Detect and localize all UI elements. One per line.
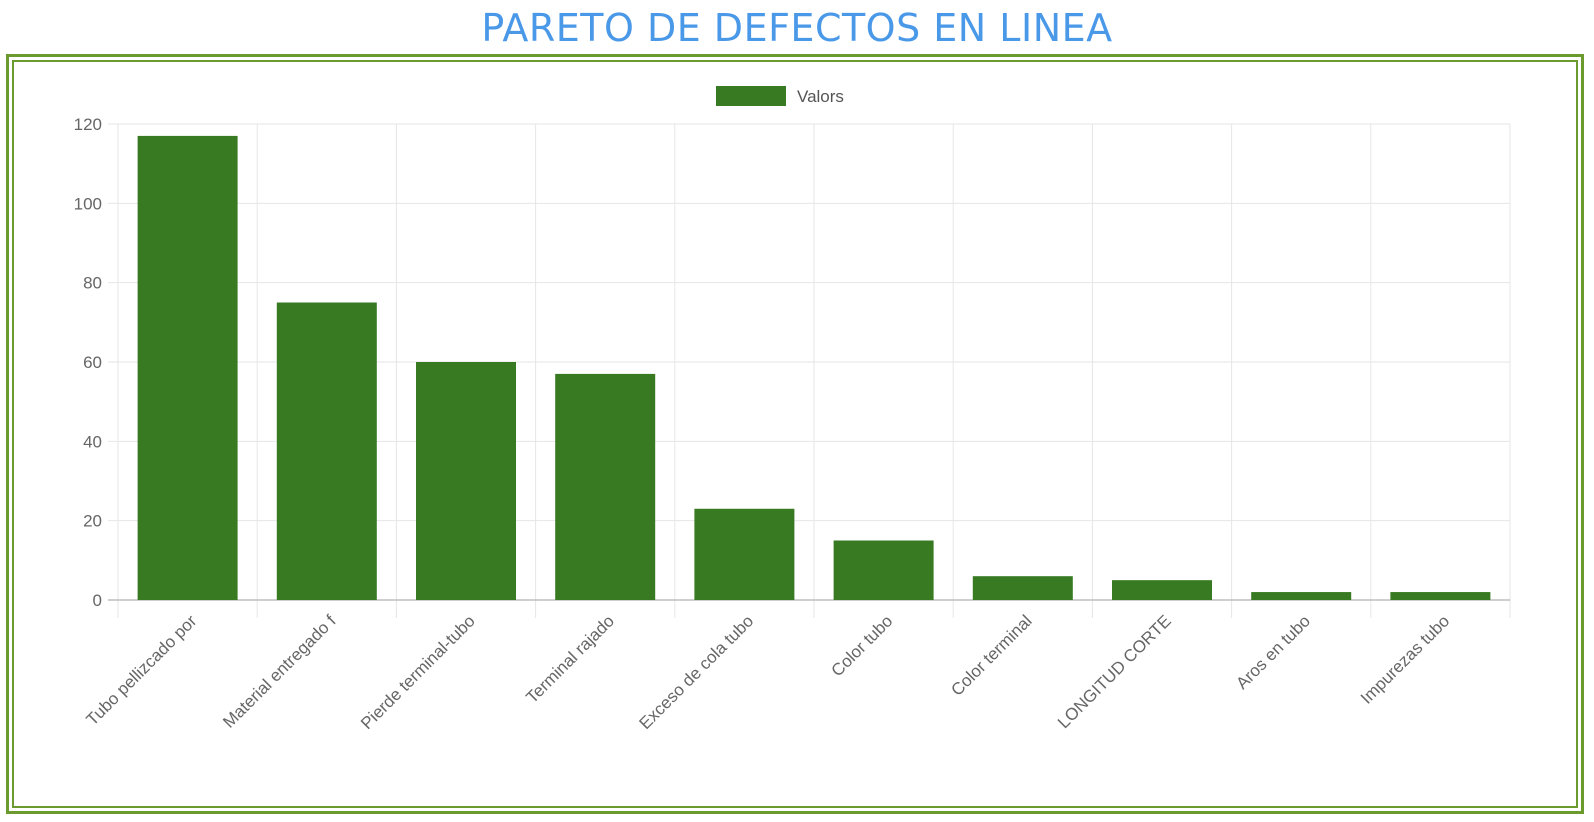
legend-swatch (716, 86, 786, 106)
bar (833, 540, 934, 600)
x-tick-label: Color tubo (828, 611, 897, 680)
bar (1390, 592, 1491, 600)
x-tick-label: Tubo pellizcado por (83, 611, 201, 729)
x-tick-label: Impurezas tubo (1357, 611, 1453, 707)
x-tick-label: Pierde terminal-tubo (357, 611, 479, 733)
y-tick-label: 60 (83, 353, 102, 372)
y-tick-label: 20 (83, 512, 102, 531)
chart-frame-inner (12, 60, 1578, 808)
x-tick-label: Color terminal (947, 611, 1035, 699)
y-tick-label: 120 (74, 115, 102, 134)
x-tick-label: Exceso de cola tubo (636, 611, 758, 733)
page-title: PARETO DE DEFECTOS EN LINEA (481, 6, 1113, 50)
y-tick-label: 100 (74, 194, 102, 213)
bar (276, 302, 377, 600)
x-tick-label: LONGITUD CORTE (1054, 611, 1175, 732)
bar (972, 576, 1073, 600)
bar (1112, 580, 1212, 600)
bar (555, 373, 656, 600)
chart-frame-outer (6, 54, 1584, 814)
legend-label: Valors (797, 87, 844, 106)
x-tick-label: Material entregado f (219, 611, 340, 732)
x-tick-label: Terminal rajado (522, 611, 618, 707)
y-tick-label: 40 (83, 432, 102, 451)
x-tick-label: Aros en tubo (1232, 611, 1314, 693)
y-tick-label: 0 (93, 591, 102, 610)
bar (137, 135, 238, 600)
bar (1251, 592, 1352, 600)
y-tick-label: 80 (83, 274, 102, 293)
bar (694, 508, 795, 600)
bar (416, 362, 516, 600)
